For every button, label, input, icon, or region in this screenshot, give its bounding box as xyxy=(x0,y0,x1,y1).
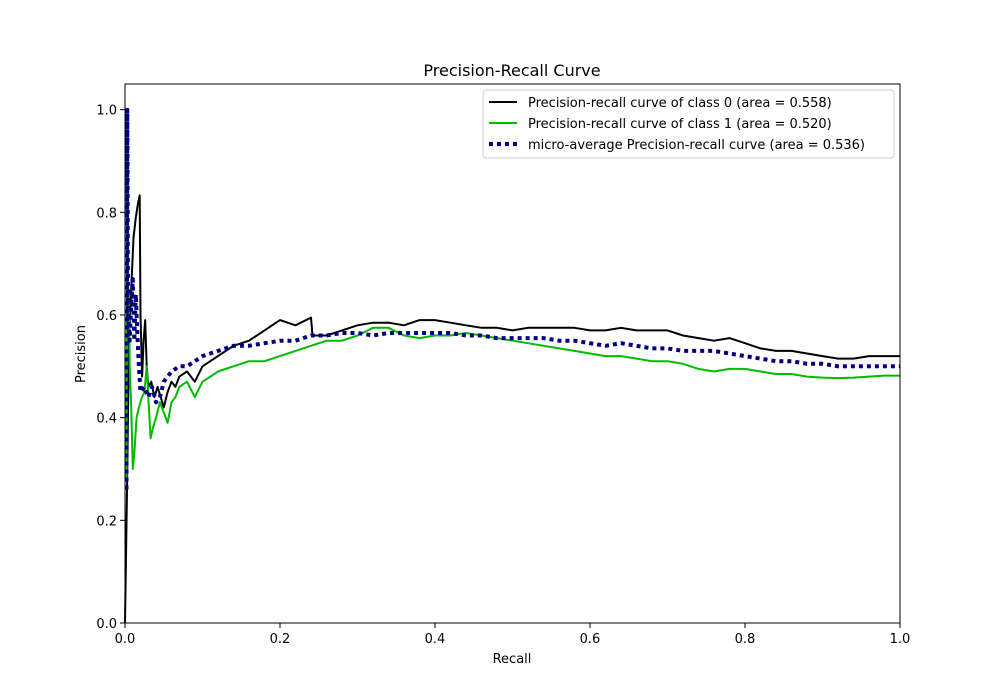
y-tick-label: 0.8 xyxy=(96,206,117,221)
y-tick-label: 0.6 xyxy=(96,309,117,324)
y-tick-label: 1.0 xyxy=(96,104,117,119)
x-tick-label: 0.8 xyxy=(735,632,756,647)
y-tick-label: 0.2 xyxy=(96,514,117,529)
chart-title: Precision-Recall Curve xyxy=(423,61,600,80)
legend-label-1: Precision-recall curve of class 1 (area … xyxy=(528,117,832,132)
plot-area xyxy=(124,83,901,624)
legend-label-0: Precision-recall curve of class 0 (area … xyxy=(528,96,832,111)
x-axis-label: Recall xyxy=(493,652,532,667)
plot-border xyxy=(124,83,901,624)
legend-box xyxy=(482,89,895,159)
legend-label-2: micro-average Precision-recall curve (ar… xyxy=(528,138,865,153)
y-tick-label: 0.4 xyxy=(96,412,117,427)
x-tick-label: 0.2 xyxy=(270,632,291,647)
x-tick-label: 1.0 xyxy=(890,632,911,647)
series-line-2 xyxy=(124,107,900,490)
y-axis-label: Precision xyxy=(74,325,89,383)
y-tick-label: 0.0 xyxy=(96,617,117,632)
x-tick-label: 0.4 xyxy=(425,632,446,647)
plot-frame xyxy=(125,84,900,623)
x-tick-label: 0.6 xyxy=(580,632,601,647)
y-axis: 0.0 0.2 0.4 0.6 0.8 1.0 xyxy=(96,104,125,632)
series-line-1 xyxy=(125,108,900,480)
x-tick-label: 0.0 xyxy=(115,632,136,647)
legend-entries: Precision-recall curve of class 0 (area … xyxy=(489,96,865,153)
legend: Precision-recall curve of class 0 (area … xyxy=(482,89,895,159)
series-line-0 xyxy=(124,194,900,624)
series-layer xyxy=(124,107,900,624)
x-axis: 0.0 0.2 0.4 0.6 0.8 1.0 xyxy=(115,623,911,647)
